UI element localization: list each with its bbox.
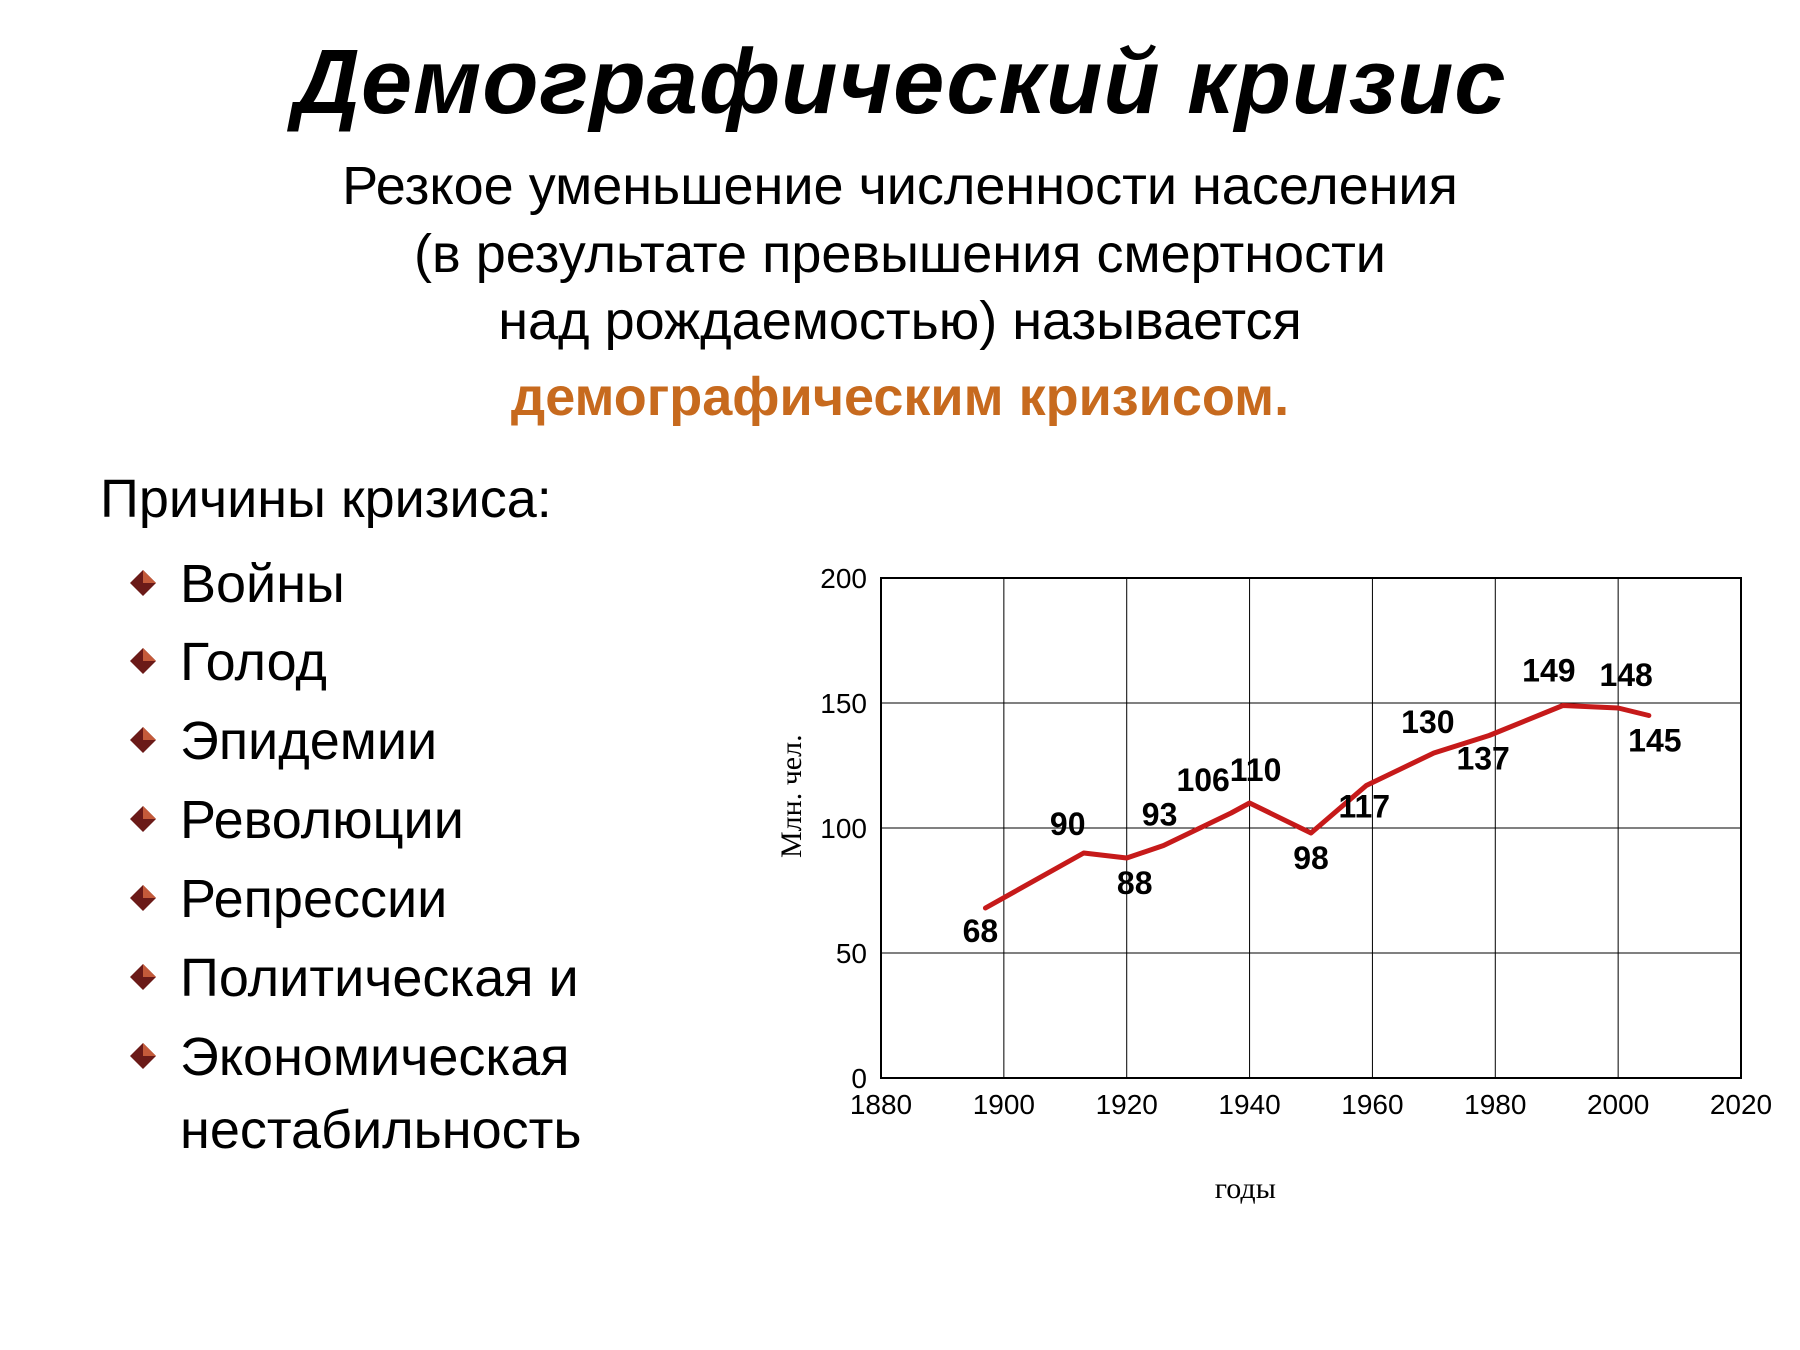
point-label: 68 — [962, 913, 998, 949]
chart-svg: 1880190019201940196019802000202005010015… — [781, 558, 1781, 1158]
point-label: 148 — [1599, 657, 1652, 693]
causes-heading: Причины кризиса: — [100, 468, 1710, 530]
x-tick-label: 1920 — [1095, 1089, 1157, 1120]
x-tick-label: 1960 — [1341, 1089, 1403, 1120]
y-tick-label: 150 — [820, 688, 867, 719]
point-label: 93 — [1141, 796, 1177, 832]
y-tick-label: 0 — [851, 1063, 867, 1094]
cause-label: Политическая и — [180, 942, 579, 1015]
cause-item: Революции — [130, 784, 781, 857]
subtitle-line-2: (в результате превышения смертности — [414, 224, 1386, 284]
cause-label: Войны — [180, 548, 345, 621]
cause-label: Репрессии — [180, 863, 447, 936]
point-label: 130 — [1401, 704, 1454, 740]
population-chart: 1880190019201940196019802000202005010015… — [781, 558, 1710, 1198]
chart-xlabel: годы — [781, 1172, 1710, 1206]
cause-item: Репрессии — [130, 863, 781, 936]
cause-label: Экономическая нестабильность — [180, 1021, 781, 1167]
cause-item: Экономическая нестабильность — [130, 1021, 781, 1167]
diamond-bullet-icon — [130, 964, 156, 990]
content-row: ВойныГолодЭпидемииРеволюцииРепрессииПоли… — [90, 548, 1710, 1198]
diamond-bullet-icon — [130, 648, 156, 674]
x-tick-label: 2000 — [1587, 1089, 1649, 1120]
point-label: 110 — [1229, 752, 1281, 788]
slide: Демографический кризис Резкое уменьшение… — [0, 0, 1800, 1350]
diamond-bullet-icon — [130, 1043, 156, 1069]
x-tick-label: 1900 — [972, 1089, 1034, 1120]
cause-item: Эпидемии — [130, 705, 781, 778]
point-label: 145 — [1628, 722, 1681, 758]
y-tick-label: 50 — [835, 938, 866, 969]
highlight-term: демографическим кризисом. — [90, 366, 1710, 428]
point-label: 88 — [1117, 865, 1153, 901]
cause-label: Голод — [180, 626, 327, 699]
point-label: 149 — [1522, 652, 1575, 688]
diamond-bullet-icon — [130, 806, 156, 832]
diamond-bullet-icon — [130, 727, 156, 753]
subtitle-line-3: над рождаемостью) называется — [498, 291, 1302, 351]
point-label: 137 — [1456, 740, 1509, 776]
y-tick-label: 200 — [820, 563, 867, 594]
subtitle-line-1: Резкое уменьшение численности населения — [342, 156, 1458, 216]
x-tick-label: 1940 — [1218, 1089, 1280, 1120]
slide-title: Демографический кризис — [90, 30, 1710, 135]
causes-list: ВойныГолодЭпидемииРеволюцииРепрессииПоли… — [90, 548, 781, 1173]
x-tick-label: 1980 — [1464, 1089, 1526, 1120]
cause-label: Революции — [180, 784, 464, 857]
chart-ylabel: Млн. чел. — [775, 734, 809, 858]
y-tick-label: 100 — [820, 813, 867, 844]
diamond-bullet-icon — [130, 885, 156, 911]
point-label: 117 — [1338, 788, 1390, 824]
point-label: 106 — [1176, 762, 1229, 798]
cause-item: Голод — [130, 626, 781, 699]
cause-item: Войны — [130, 548, 781, 621]
point-label: 98 — [1293, 840, 1329, 876]
point-label: 90 — [1050, 806, 1086, 842]
cause-label: Эпидемии — [180, 705, 437, 778]
diamond-bullet-icon — [130, 570, 156, 596]
slide-subtitle: Резкое уменьшение численности населения … — [90, 153, 1710, 356]
x-tick-label: 2020 — [1709, 1089, 1771, 1120]
cause-item: Политическая и — [130, 942, 781, 1015]
